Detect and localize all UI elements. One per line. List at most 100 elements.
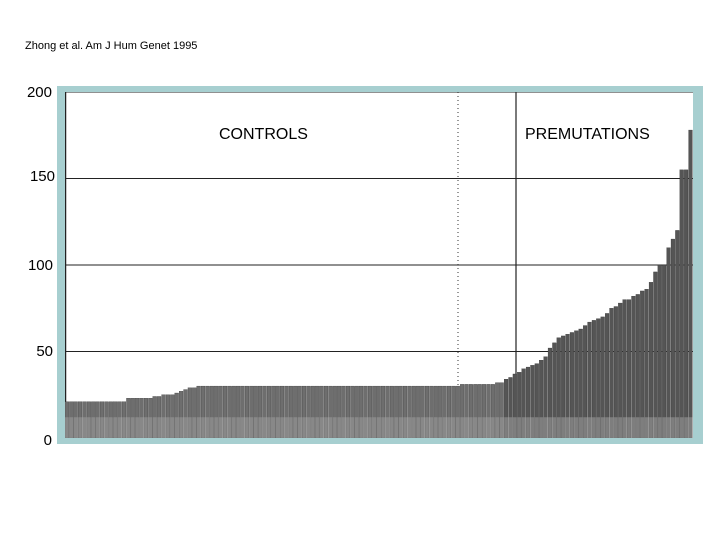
- bar-inner-band-136: [662, 417, 667, 438]
- bar-inner-band-42: [249, 417, 254, 438]
- control-bar-84: [433, 385, 438, 438]
- bar-inner-band-15: [130, 417, 135, 438]
- bar-inner-band-98: [495, 417, 500, 438]
- bar-inner-band-115: [570, 417, 574, 438]
- control-bar-76: [398, 385, 403, 438]
- bar-inner-band-111: [552, 417, 557, 438]
- bar-inner-band-135: [657, 417, 662, 438]
- y-tick-label-150: 150: [29, 168, 55, 185]
- control-bar-31: [200, 385, 206, 438]
- control-bar-44: [258, 385, 263, 438]
- bar-inner-band-72: [381, 417, 385, 438]
- bar-inner-band-6: [91, 417, 96, 438]
- bar-inner-band-70: [372, 417, 377, 438]
- control-bar-37: [227, 385, 232, 438]
- bar-inner-band-110: [548, 417, 552, 438]
- control-bar-53: [297, 385, 302, 438]
- bar-inner-band-84: [433, 417, 438, 438]
- bar-inner-band-40: [240, 417, 245, 438]
- bar-inner-band-20: [152, 417, 157, 438]
- bar-inner-band-46: [267, 417, 271, 438]
- control-bar-74: [389, 385, 394, 438]
- control-bar-57: [315, 385, 320, 438]
- control-bar-63: [341, 385, 346, 438]
- control-bar-77: [402, 385, 408, 438]
- control-bar-81: [420, 385, 425, 438]
- bar-inner-band-83: [429, 417, 434, 438]
- bar-inner-band-62: [337, 417, 342, 438]
- bar-inner-band-56: [310, 417, 315, 438]
- control-bar-32: [205, 385, 210, 438]
- bar-inner-band-63: [341, 417, 346, 438]
- bar-inner-band-137: [666, 417, 671, 438]
- control-bar-38: [231, 385, 236, 438]
- control-bar-65: [350, 385, 355, 438]
- premutation-bar-125: [613, 306, 618, 438]
- control-bar-49: [280, 385, 285, 438]
- premutation-bar-119: [587, 321, 592, 438]
- bar-inner-band-117: [578, 417, 583, 438]
- premutation-bar-129: [631, 295, 636, 438]
- bar-inner-band-82: [425, 417, 429, 438]
- control-bar-54: [301, 385, 307, 438]
- bar-inner-band-16: [135, 417, 140, 438]
- bar-inner-band-53: [297, 417, 302, 438]
- bar-inner-band-121: [596, 417, 601, 438]
- control-bar-56: [310, 385, 315, 438]
- bar-inner-band-36: [223, 417, 227, 438]
- bar-inner-band-122: [600, 417, 605, 438]
- bar-inner-band-119: [587, 417, 592, 438]
- y-tick-label-200: 200: [26, 84, 52, 101]
- bar-inner-band-74: [389, 417, 394, 438]
- bar-inner-band-7: [95, 417, 100, 438]
- bar-inner-band-99: [499, 417, 504, 438]
- control-bar-34: [214, 385, 219, 438]
- bar-inner-band-90: [460, 417, 465, 438]
- control-bar-86: [442, 385, 447, 438]
- bar-inner-band-108: [539, 417, 544, 438]
- bar-inner-band-10: [108, 417, 113, 438]
- bar-inner-band-142: [688, 417, 693, 438]
- bar-inner-band-52: [293, 417, 298, 438]
- bar-inner-band-86: [442, 417, 447, 438]
- control-bar-80: [416, 385, 421, 438]
- bar-inner-band-39: [236, 417, 241, 438]
- premutation-bar-136: [662, 264, 667, 438]
- bar-inner-band-76: [398, 417, 403, 438]
- bar-inner-band-139: [675, 417, 680, 438]
- premutation-bar-115: [569, 332, 574, 438]
- bar-inner-band-93: [473, 417, 478, 438]
- bar-inner-band-97: [490, 417, 495, 438]
- bar-inner-band-55: [306, 417, 311, 438]
- control-bar-43: [253, 385, 258, 438]
- control-bar-58: [319, 385, 324, 438]
- bar-inner-band-103: [517, 417, 522, 438]
- bar-inner-band-107: [534, 417, 539, 438]
- bar-inner-band-19: [148, 417, 153, 438]
- premutation-bar-105: [525, 366, 531, 438]
- bar-inner-band-80: [416, 417, 421, 438]
- bar-inner-band-35: [218, 417, 223, 438]
- premutations-label: PREMUTATIONS: [521, 126, 654, 144]
- premutation-bar-120: [591, 320, 596, 438]
- control-bar-88: [451, 385, 456, 438]
- premutation-bar-131: [640, 290, 645, 438]
- bar-inner-band-123: [605, 417, 609, 438]
- premutation-bar-111: [552, 342, 557, 438]
- bar-inner-band-28: [187, 417, 192, 438]
- bar-inner-band-141: [684, 417, 689, 438]
- premutation-bar-114: [565, 334, 570, 438]
- control-bar-75: [394, 385, 399, 438]
- bar-inner-band-113: [561, 417, 566, 438]
- bar-inner-band-104: [521, 417, 526, 438]
- control-bar-99: [499, 382, 504, 438]
- bar-inner-band-1: [69, 417, 74, 438]
- control-bar-64: [345, 385, 350, 438]
- bar-inner-band-92: [469, 417, 473, 438]
- premutation-bar-103: [517, 372, 522, 438]
- bar-inner-band-31: [201, 417, 205, 438]
- premutation-bar-133: [648, 282, 654, 438]
- bar-inner-band-0: [65, 417, 69, 438]
- bar-inner-band-11: [113, 417, 118, 438]
- premutation-bar-139: [675, 230, 680, 438]
